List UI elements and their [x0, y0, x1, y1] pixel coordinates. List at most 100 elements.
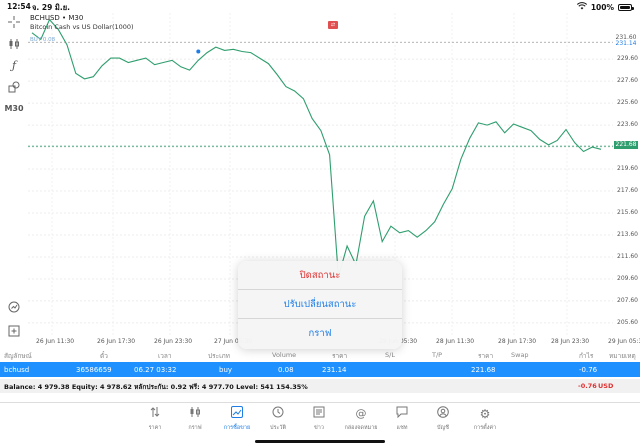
position-context-menu: ปิดสถานะ ปรับเปลี่ยนสถานะ กราฟ: [238, 261, 402, 349]
status-date: จ. 29 มิ.ย.: [32, 3, 70, 12]
price-line: [31, 18, 602, 277]
nav-chat[interactable]: แชท: [382, 406, 422, 432]
history-icon: [258, 406, 298, 422]
objects-icon[interactable]: [0, 81, 28, 96]
nav-history-label: ประวัติ: [269, 425, 287, 431]
header-comment: หมายเหตุ: [609, 352, 636, 360]
price-tag-current: 221.68: [614, 141, 638, 149]
balance-text: Balance: 4 979.38 Equity: 4 978.62 หลักป…: [4, 383, 308, 391]
nav-account-label: บัญชี: [437, 425, 449, 431]
chat-icon: [382, 406, 422, 422]
balance-currency: USD: [598, 382, 614, 390]
row-current-price: 221.68: [471, 366, 496, 374]
header-time: เวลา: [158, 352, 172, 360]
price-tag-top: 231.60: [615, 34, 637, 41]
header-ticket: ตั๋ว: [100, 352, 108, 360]
nav-quotes[interactable]: ราคา: [135, 406, 175, 432]
nav-quotes-label: ราคา: [148, 425, 162, 431]
function-icon[interactable]: ƒ: [11, 59, 17, 72]
trades-table-header: สัญลักษณ์ ตั๋ว เวลา ประเภท Volume ราคา S…: [0, 349, 640, 361]
indicators-icon[interactable]: [0, 38, 28, 53]
header-profit: กำไร: [579, 352, 594, 360]
header-tp: T/P: [432, 351, 443, 359]
row-profit: -0.76: [579, 366, 598, 374]
status-bar: 12:54 จ. 29 มิ.ย. 100%: [0, 0, 640, 13]
x-tick-label: 28 Jun 23:30: [551, 338, 590, 345]
nav-chart[interactable]: กราฟ: [175, 406, 215, 432]
one-click-trading-icon[interactable]: ⇄: [328, 21, 338, 29]
x-tick-label: 26 Jun 11:30: [36, 338, 75, 345]
x-tick-label: 29 Jun 05:30: [608, 338, 640, 345]
quotes-icon: [135, 406, 175, 422]
modify-position-menu-item[interactable]: ปรับเปลี่ยนสถานะ: [238, 290, 402, 319]
mailbox-icon: @: [355, 407, 367, 420]
nav-news[interactable]: ข่าว: [299, 406, 339, 432]
nav-account[interactable]: บัญชี: [423, 406, 463, 432]
header-symbol: สัญลักษณ์: [4, 352, 32, 360]
chart-menu-item[interactable]: กราฟ: [308, 328, 332, 339]
y-tick-label: 217.60: [617, 187, 638, 195]
chart-icon: [175, 406, 215, 422]
header-swap: Swap: [511, 351, 529, 359]
row-symbol: bchusd: [4, 366, 30, 374]
chart-symbol: BCHUSD • M30: [30, 14, 84, 22]
account-icon: [423, 406, 463, 422]
close-position-menu-item[interactable]: ปิดสถานะ: [238, 261, 402, 290]
x-tick-label: 28 Jun 11:30: [436, 338, 475, 345]
y-tick-label: 227.60: [617, 77, 638, 85]
trade-marker: [196, 49, 201, 54]
timeframe-button[interactable]: M30: [4, 104, 24, 113]
nav-settings[interactable]: ⚙ การตั้งค่า: [465, 406, 505, 432]
wifi-icon: [576, 2, 587, 12]
y-tick-label: 215.60: [617, 209, 638, 216]
x-tick-label: 26 Jun 17:30: [97, 338, 136, 345]
table-row[interactable]: bchusd 36586659 06.27 03:32 buy 0.08 231…: [0, 362, 640, 377]
row-ticket: 36586659: [76, 366, 112, 374]
nav-trade-label: การซื้อขาย: [223, 425, 251, 431]
battery-icon: [618, 3, 634, 11]
nav-chat-label: แชท: [396, 425, 408, 431]
nav-mailbox-label: กล่องจดหมาย: [344, 425, 378, 431]
header-open-price: ราคา: [332, 352, 348, 360]
battery-percent: 100%: [590, 2, 614, 12]
nav-mailbox[interactable]: @ กล่องจดหมาย: [341, 406, 381, 432]
y-tick-label: 209.60: [617, 274, 638, 282]
nav-news-label: ข่าว: [314, 425, 324, 431]
y-tick-label: 211.60: [617, 252, 638, 260]
crosshair-icon[interactable]: [0, 16, 28, 31]
x-tick-label: 28 Jun 17:30: [498, 338, 537, 345]
add-object-icon[interactable]: [0, 325, 28, 340]
status-right: 100%: [576, 2, 634, 12]
header-volume: Volume: [272, 351, 297, 359]
row-type: buy: [219, 366, 233, 374]
y-tick-label: 213.60: [617, 230, 638, 238]
nav-history[interactable]: ประวัติ: [258, 406, 298, 432]
navigator-icon[interactable]: [0, 301, 28, 316]
status-time: 12:54: [7, 2, 31, 11]
bottom-navigation: ราคา กราฟ การซื้อขาย ประวัติ ข่าว: [0, 402, 640, 447]
y-tick-label: 223.60: [617, 121, 638, 129]
y-tick-label: 207.60: [617, 296, 638, 304]
x-tick-label: 27 Jun 05:30: [214, 338, 253, 345]
price-tag-buy: 231.14: [615, 40, 637, 47]
y-tick-label: 225.60: [617, 99, 638, 107]
chart-description: Bitcoin Cash vs US Dollar(1000): [30, 23, 134, 31]
home-indicator: [255, 440, 385, 443]
trade-icon: [217, 406, 257, 422]
row-volume: 0.08: [278, 366, 294, 374]
y-tick-label: 229.60: [617, 55, 638, 63]
y-tick-label: 219.60: [617, 165, 638, 173]
balance-bar: Balance: 4 979.38 Equity: 4 978.62 หลักป…: [0, 379, 640, 393]
y-tick-label: 205.60: [617, 318, 638, 326]
row-open-price: 231.14: [322, 366, 347, 374]
header-sl: S/L: [385, 351, 395, 359]
balance-profit: -0.76: [578, 382, 597, 390]
settings-icon: ⚙: [479, 407, 491, 421]
news-icon: [299, 406, 339, 422]
nav-settings-label: การตั้งค่า: [473, 425, 497, 431]
header-price: ราคา: [478, 352, 494, 360]
nav-chart-label: กราฟ: [188, 425, 202, 431]
header-type: ประเภท: [208, 352, 230, 360]
buy-order-label: BUY 0.08: [30, 37, 56, 43]
nav-trade[interactable]: การซื้อขาย: [217, 406, 257, 432]
